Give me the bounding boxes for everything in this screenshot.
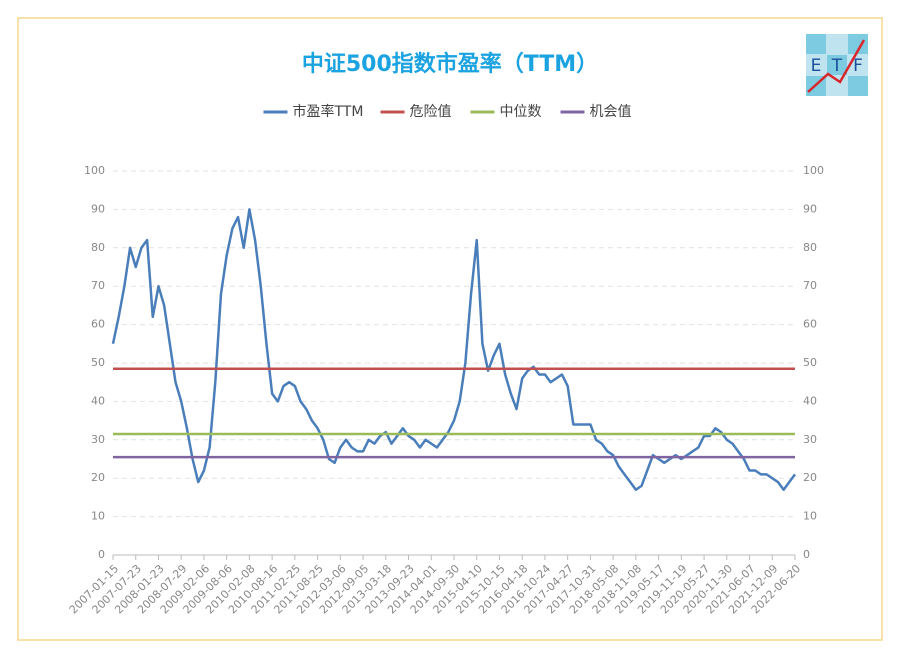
y-tick-label: 70 <box>91 279 105 292</box>
y2-tick-label: 60 <box>803 318 817 331</box>
y2-tick-label: 50 <box>803 356 817 369</box>
y-tick-label: 0 <box>98 548 105 561</box>
y-tick-label: 90 <box>91 202 105 215</box>
y2-tick-label: 20 <box>803 471 817 484</box>
y2-tick-label: 40 <box>803 394 817 407</box>
y2-tick-label: 10 <box>803 510 817 523</box>
y-tick-label: 30 <box>91 433 105 446</box>
y-tick-label: 40 <box>91 394 105 407</box>
y-tick-label: 80 <box>91 241 105 254</box>
card <box>17 17 883 641</box>
y2-tick-label: 100 <box>803 164 824 177</box>
y2-tick-label: 30 <box>803 433 817 446</box>
y2-tick-label: 90 <box>803 202 817 215</box>
y2-tick-label: 0 <box>803 548 810 561</box>
logo-letter: F <box>853 56 863 76</box>
y-tick-label: 100 <box>84 164 105 177</box>
legend-label: 市盈率TTM <box>293 103 364 120</box>
logo: E T F <box>806 34 868 96</box>
y-tick-label: 10 <box>91 510 105 523</box>
y2-tick-label: 70 <box>803 279 817 292</box>
legend-label: 中位数 <box>500 104 542 120</box>
pe-line <box>111 208 797 491</box>
logo-letter: T <box>831 56 843 76</box>
y-tick-label: 60 <box>91 318 105 331</box>
y-tick-label: 20 <box>91 471 105 484</box>
legend-label: 机会值 <box>590 104 632 120</box>
y-tick-label: 50 <box>91 356 105 369</box>
legend-label: 危险值 <box>410 104 452 120</box>
y2-tick-label: 80 <box>803 241 817 254</box>
logo-letter: E <box>811 56 822 76</box>
chart-title: 中证500指数市盈率（TTM） <box>302 51 598 77</box>
